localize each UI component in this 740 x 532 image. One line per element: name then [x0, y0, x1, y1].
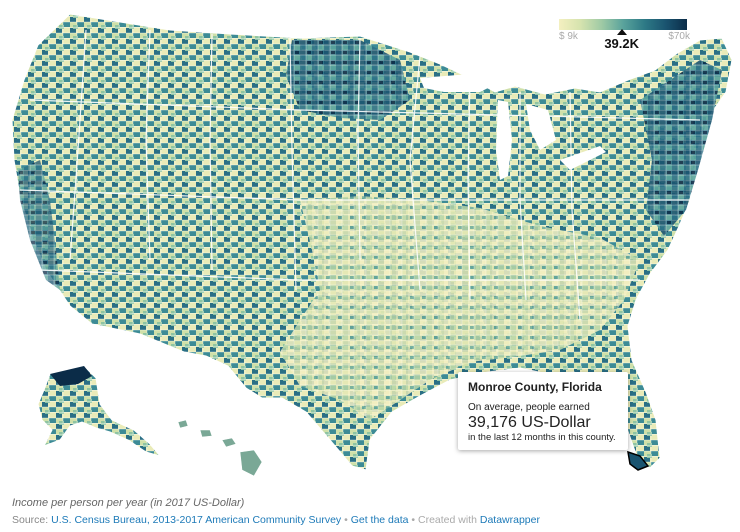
hawaii-island-big-island[interactable]	[239, 449, 263, 477]
dark-west-coast-band	[18, 160, 60, 290]
hawaii-island-kauai[interactable]	[177, 419, 189, 429]
tooltip-outro-text: in the last 12 months in this county.	[468, 432, 616, 443]
hawaii-region[interactable]	[177, 419, 263, 477]
state-borders	[19, 29, 701, 321]
source-separator-2: • Created with	[408, 514, 480, 526]
dark-northeast-band	[640, 60, 722, 236]
contiguous-us-region[interactable]	[11, 13, 733, 471]
legend-marker-triangle	[617, 29, 628, 35]
choropleth-map[interactable]	[0, 0, 740, 490]
alaska-region[interactable]	[37, 365, 162, 457]
map-caption: Income per person per year (in 2017 US-D…	[12, 497, 245, 509]
source-prefix: Source:	[12, 514, 52, 526]
alaska-shape[interactable]	[37, 365, 162, 457]
lake-superior	[420, 74, 500, 92]
tooltip-intro-text: On average, people earned	[468, 402, 590, 413]
legend-min-label: $ 9k	[559, 31, 578, 42]
county-map-svg[interactable]	[0, 0, 740, 490]
source-line: Source: U.S. Census Bureau, 2013-2017 Am…	[12, 514, 540, 526]
source-separator-1: •	[341, 514, 351, 526]
get-the-data-link[interactable]: Get the data	[350, 514, 409, 526]
lake-michigan	[496, 100, 512, 180]
dark-plains-band	[286, 40, 410, 120]
legend-max-label: $70k	[668, 31, 690, 42]
legend-gradient-bar	[559, 19, 687, 30]
county-tooltip: Monroe County, Florida On average, peopl…	[458, 372, 628, 450]
hawaii-island-maui[interactable]	[221, 437, 237, 448]
monroe-county-florida[interactable]	[627, 450, 650, 471]
hawaii-island-oahu[interactable]	[199, 429, 213, 438]
alaska-north-slope	[50, 366, 92, 386]
color-legend: $ 9k $70k 39.2K	[556, 18, 690, 58]
source-link[interactable]: U.S. Census Bureau, 2013-2017 American C…	[51, 514, 342, 526]
tooltip-title: Monroe County, Florida	[468, 380, 602, 394]
tooltip-amount: 39,176 US-Dollar	[468, 414, 591, 431]
light-income-band	[280, 196, 640, 420]
legend-selected-value: 39.2K	[604, 36, 640, 51]
datawrapper-link[interactable]: Datawrapper	[479, 514, 540, 526]
